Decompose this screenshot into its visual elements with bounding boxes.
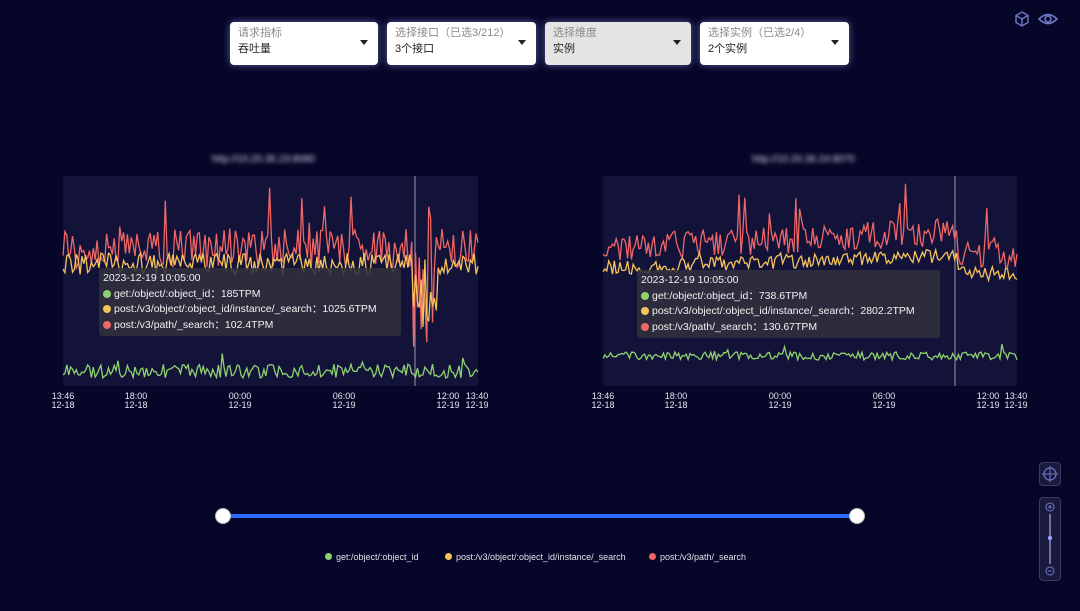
legend-label: get:/object/:object_id bbox=[336, 552, 419, 562]
zoom-control[interactable] bbox=[1039, 497, 1061, 581]
chart-1-tooltip-row: get:/object/:object_id：185TPM bbox=[103, 287, 397, 303]
dimension-select-placeholder: 选择维度 bbox=[553, 27, 597, 39]
zoom-in-icon bbox=[1045, 502, 1055, 512]
chart-1-title: http://10.20.35.23:8080 bbox=[212, 154, 315, 165]
legend-dot-icon bbox=[325, 553, 332, 560]
chevron-down-icon bbox=[673, 40, 681, 45]
chart-1-series-get-object bbox=[62, 353, 479, 380]
chart-2-title: http://10.20.36.24:8070 bbox=[752, 154, 855, 165]
chart-2-x-tick: 06:00 12-19 bbox=[872, 391, 896, 410]
interface-select-value: 3个接口 bbox=[395, 43, 435, 55]
interface-select[interactable]: 选择接口（已选3/212） 3个接口 bbox=[387, 22, 536, 65]
chart-2-tooltip: 2023-12-19 10:05:00 get:/object/:object_… bbox=[637, 270, 940, 338]
chart-2-x-tick: 13:40 12-19 bbox=[1004, 391, 1028, 410]
locate-icon bbox=[1042, 466, 1058, 482]
chart-2-series-get-object bbox=[602, 344, 1018, 363]
time-range-start-handle[interactable] bbox=[215, 508, 231, 524]
instance-select-placeholder: 选择实例（已选2/4） bbox=[708, 27, 812, 39]
zoom-out-icon bbox=[1045, 566, 1055, 576]
dimension-select-value: 实例 bbox=[553, 43, 575, 55]
chevron-down-icon bbox=[831, 40, 839, 45]
chevron-down-icon bbox=[518, 40, 526, 45]
chart-2-x-tick: 00:00 12-19 bbox=[768, 391, 792, 410]
metric-select[interactable]: 请求指标 吞吐量 bbox=[230, 22, 378, 65]
zoom-knob bbox=[1047, 535, 1053, 541]
chart-1-x-tick: 12:00 12-19 bbox=[436, 391, 460, 410]
chart-2-tooltip-row: post:/v3/path/_search：130.67TPM bbox=[641, 320, 936, 336]
legend-item-instance-search[interactable]: post:/v3/object/:object_id/instance/_sea… bbox=[445, 552, 626, 562]
metric-select-value: 吞吐量 bbox=[238, 43, 271, 55]
chart-2-tooltip-row: get:/object/:object_id：738.6TPM bbox=[641, 289, 936, 305]
series-dot-icon bbox=[641, 307, 649, 315]
chart-1-tooltip-row: post:/v3/path/_search：102.4TPM bbox=[103, 318, 397, 334]
chart-2-x-tick: 18:00 12-18 bbox=[664, 391, 688, 410]
chart-1-tooltip-label: post:/v3/path/_search：102.4TPM bbox=[114, 318, 274, 331]
chevron-down-icon bbox=[360, 40, 368, 45]
legend-label: post:/v3/path/_search bbox=[660, 552, 747, 562]
legend-dot-icon bbox=[649, 553, 656, 560]
chart-1-svg[interactable] bbox=[62, 176, 479, 386]
chart-1-tooltip: 2023-12-19 10:05:00 get:/object/:object_… bbox=[99, 268, 401, 336]
instance-select-value: 2个实例 bbox=[708, 43, 748, 55]
chart-1-tooltip-label: get:/object/:object_id：185TPM bbox=[114, 287, 261, 300]
chart-1-x-tick: 13:46 12-18 bbox=[51, 391, 75, 410]
legend-item-path-search[interactable]: post:/v3/path/_search bbox=[649, 552, 746, 562]
chart-2-series-path-search bbox=[602, 183, 1018, 269]
interface-select-placeholder: 选择接口（已选3/212） bbox=[395, 27, 511, 39]
chart-2-tooltip-label: post:/v3/path/_search：130.67TPM bbox=[652, 320, 818, 333]
series-dot-icon bbox=[103, 320, 111, 329]
instance-select[interactable]: 选择实例（已选2/4） 2个实例 bbox=[700, 22, 849, 65]
series-dot-icon bbox=[103, 305, 111, 313]
dimension-select[interactable]: 选择维度 实例 bbox=[545, 22, 691, 65]
series-dot-icon bbox=[641, 291, 649, 300]
chart-1-tooltip-row: post:/v3/object/:object_id/instance/_sea… bbox=[103, 302, 397, 318]
zoom-slider[interactable] bbox=[1040, 498, 1060, 580]
chart-1-tooltip-time: 2023-12-19 10:05:00 bbox=[103, 272, 201, 284]
chart-2-tooltip-row: post:/v3/object/:object_id/instance/_sea… bbox=[641, 304, 936, 320]
chart-2-x-tick: 12:00 12-19 bbox=[976, 391, 1000, 410]
chart-1-x-tick: 00:00 12-19 bbox=[228, 391, 252, 410]
chart-1-x-tick: 18:00 12-18 bbox=[124, 391, 148, 410]
chart-1-series-instance-search bbox=[62, 251, 479, 327]
time-range-track[interactable] bbox=[223, 514, 857, 518]
chart-2-tooltip-label: get:/object/:object_id：738.6TPM bbox=[652, 289, 808, 302]
chart-1-x-tick: 06:00 12-19 bbox=[332, 391, 356, 410]
chart-2-series-instance-search bbox=[602, 247, 1018, 283]
chart-2-tooltip-label: post:/v3/object/:object_id/instance/_sea… bbox=[652, 305, 915, 317]
series-dot-icon bbox=[103, 289, 111, 298]
metric-select-placeholder: 请求指标 bbox=[238, 27, 282, 39]
chart-1-tooltip-label: post:/v3/object/:object_id/instance/_sea… bbox=[114, 303, 377, 315]
chart-1-x-tick: 13:40 12-19 bbox=[465, 391, 489, 410]
legend-item-get-object[interactable]: get:/object/:object_id bbox=[325, 552, 419, 562]
eye-icon[interactable] bbox=[1038, 10, 1058, 28]
legend-dot-icon bbox=[445, 553, 452, 560]
series-dot-icon bbox=[641, 322, 649, 331]
cube-icon[interactable] bbox=[1014, 10, 1030, 28]
legend-label: post:/v3/object/:object_id/instance/_sea… bbox=[456, 552, 626, 562]
chart-2-x-tick: 13:46 12-18 bbox=[591, 391, 615, 410]
locate-button[interactable] bbox=[1039, 462, 1061, 486]
time-range-end-handle[interactable] bbox=[849, 508, 865, 524]
chart-2-svg[interactable] bbox=[602, 176, 1018, 386]
chart-2-tooltip-time: 2023-12-19 10:05:00 bbox=[641, 274, 739, 286]
